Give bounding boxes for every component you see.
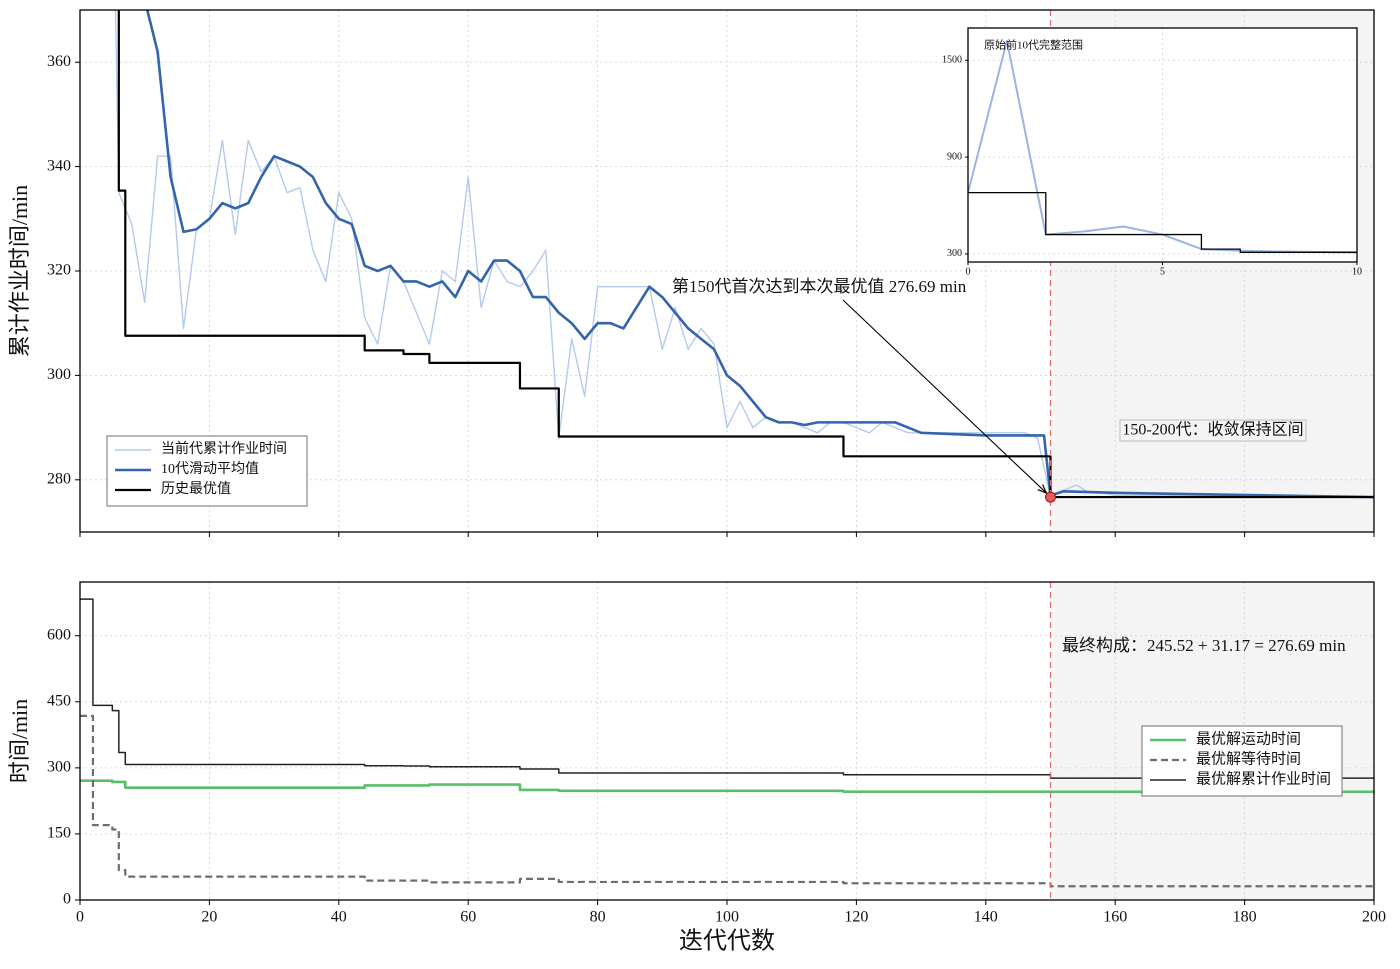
x-tick-label: 80: [590, 909, 606, 926]
annotation: 第150代首次达到本次最优值 276.69 min: [672, 277, 967, 296]
y-axis-label: 累计作业时间/min: [7, 185, 32, 357]
y-tick-label: 600: [47, 626, 71, 643]
x-tick-label: 10: [1352, 266, 1362, 277]
x-tick-label: 120: [844, 909, 868, 926]
x-tick-label: 160: [1103, 909, 1127, 926]
y-tick-label: 340: [47, 157, 71, 174]
series-line: [145, 10, 1374, 499]
y-tick-label: 450: [47, 692, 71, 709]
legend-label: 10代滑动平均值: [161, 460, 259, 477]
y-tick-label: 150: [47, 825, 71, 842]
axes-frame: [79, 9, 1375, 533]
axes-frame: [967, 27, 1358, 263]
annotation-box: [1119, 419, 1307, 442]
best-point: [1045, 491, 1056, 503]
y-tick-label: 1500: [942, 55, 962, 66]
x-tick-label: 100: [715, 909, 739, 926]
legend-label: 最优解累计作业时间: [1196, 770, 1331, 787]
y-tick-label: 300: [47, 759, 71, 776]
x-tick-label: 5: [1160, 266, 1165, 277]
axes-frame: [79, 581, 1375, 901]
y-tick-label: 0: [63, 891, 71, 908]
legend-label: 最优解运动时间: [1196, 730, 1301, 747]
annotation: 150-200代：收敛保持区间: [1122, 421, 1303, 439]
legend-label: 当前代累计作业时间: [161, 440, 287, 457]
y-axis-label: 时间/min: [7, 699, 32, 783]
x-tick-label: 60: [460, 909, 476, 926]
x-axis-label: 迭代代数: [679, 928, 775, 955]
x-tick-label: 180: [1233, 909, 1257, 926]
y-tick-label: 320: [47, 262, 71, 279]
legend-label: 历史最优值: [161, 481, 231, 497]
annotation-arrow: [842, 299, 1047, 493]
plot-area: [80, 598, 1374, 888]
series-line: [968, 191, 1357, 253]
y-tick-label: 280: [47, 470, 71, 487]
annotation: 最终构成：245.52 + 31.17 = 276.69 min: [1062, 636, 1346, 655]
y-tick-label: 900: [947, 151, 962, 162]
y-tick-label: 300: [47, 366, 71, 383]
x-tick-label: 20: [201, 909, 217, 926]
y-tick-label: 360: [47, 53, 71, 70]
plot-area: [968, 39, 1357, 254]
y-tick-label: 300: [947, 248, 962, 259]
series-line: [80, 779, 1374, 794]
series-line: [80, 598, 1374, 779]
series-line: [117, 10, 1374, 499]
x-tick-label: 0: [76, 909, 84, 926]
x-tick-label: 0: [966, 266, 971, 277]
x-tick-label: 200: [1362, 909, 1386, 926]
x-tick-label: 140: [974, 909, 998, 926]
legend-label: 最优解等待时间: [1196, 749, 1301, 767]
inset-title: 原始前10代完整范围: [984, 38, 1083, 52]
series-line: [80, 714, 1374, 888]
x-tick-label: 40: [331, 909, 347, 926]
